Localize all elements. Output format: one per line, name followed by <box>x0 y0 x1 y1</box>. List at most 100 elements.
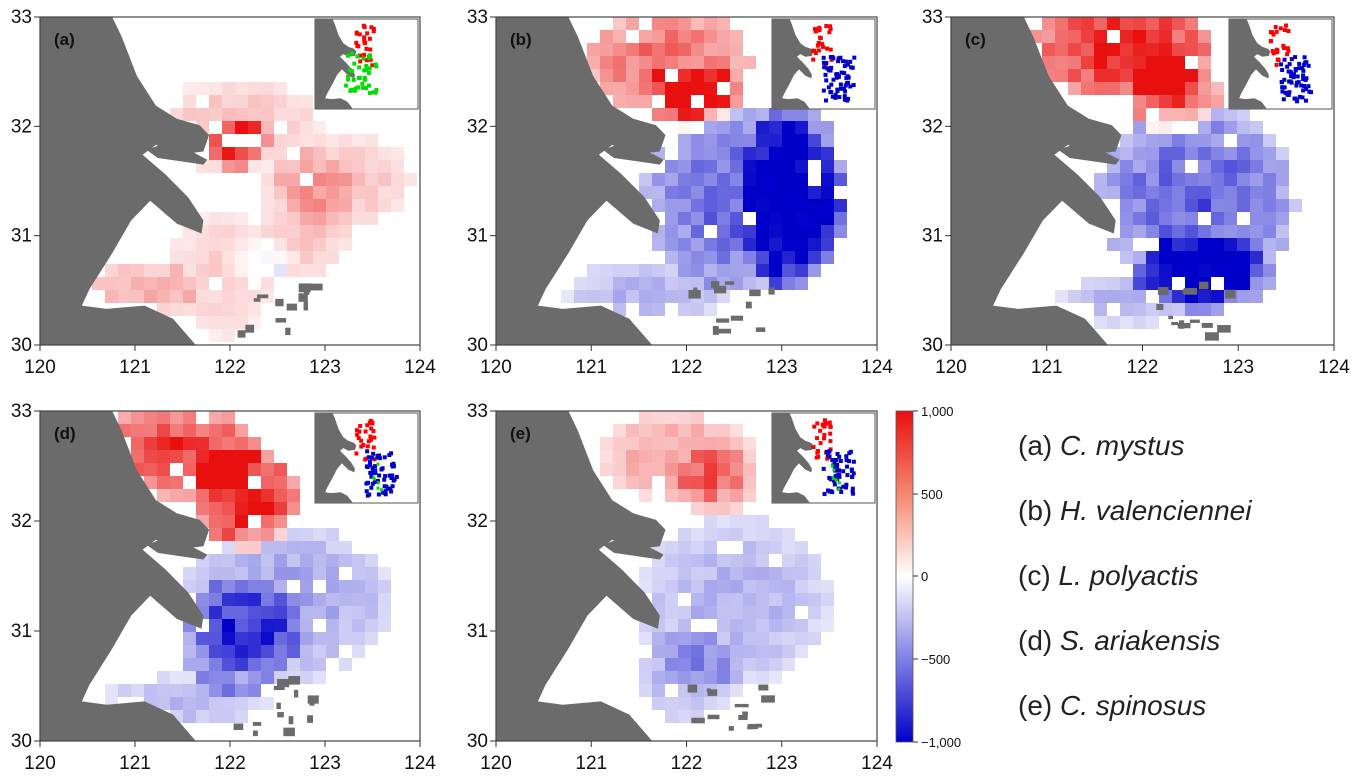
grid-cell <box>639 95 652 108</box>
grid-cell <box>391 147 404 160</box>
grid-cell <box>821 134 834 147</box>
grid-cell <box>1185 264 1198 277</box>
grid-cell <box>274 463 287 476</box>
grid-cell <box>261 476 274 489</box>
grid-cell <box>730 30 743 43</box>
grid-cell <box>1211 173 1224 186</box>
grid-cell <box>1172 43 1185 56</box>
grid-cell <box>743 658 756 671</box>
grid-cell <box>1068 82 1081 95</box>
grid-cell <box>339 173 352 186</box>
grid-cell <box>183 411 196 424</box>
grid-cell <box>730 186 743 199</box>
grid-cell <box>1198 69 1211 82</box>
grid-cell <box>704 671 717 684</box>
grid-cell <box>131 411 144 424</box>
grid-cell <box>1120 316 1133 329</box>
grid-cell <box>1211 225 1224 238</box>
grid-cell <box>730 463 743 476</box>
offshore-island <box>761 695 775 703</box>
grid-cell <box>665 437 678 450</box>
grid-cell <box>326 251 339 264</box>
grid-cell <box>209 303 222 316</box>
grid-cell <box>639 264 652 277</box>
grid-cell <box>678 95 691 108</box>
grid-cell <box>222 502 235 515</box>
grid-cell <box>1172 17 1185 30</box>
grid-cell <box>652 56 665 69</box>
grid-cell <box>274 567 287 580</box>
grid-cell <box>613 303 626 316</box>
grid-cell <box>235 437 248 450</box>
grid-cell <box>157 697 170 710</box>
grid-cell <box>678 424 691 437</box>
grid-cell <box>1185 121 1198 134</box>
grid-cell <box>743 515 756 528</box>
grid-cell <box>756 147 769 160</box>
grid-cell <box>1250 290 1263 303</box>
grid-cell <box>183 580 196 593</box>
grid-cell <box>652 238 665 251</box>
grid-cell <box>339 225 352 238</box>
grid-cell <box>352 567 365 580</box>
grid-cell <box>248 528 261 541</box>
grid-cell <box>1159 251 1172 264</box>
grid-cell <box>261 697 274 710</box>
grid-cell <box>339 199 352 212</box>
grid-cell <box>1094 30 1107 43</box>
grid-cell <box>1133 69 1146 82</box>
grid-cell <box>691 277 704 290</box>
grid-cell <box>704 567 717 580</box>
grid-cell <box>782 606 795 619</box>
grid-cell <box>261 199 274 212</box>
grid-cell <box>613 43 626 56</box>
grid-cell <box>1107 290 1120 303</box>
grid-cell <box>1198 95 1211 108</box>
grid-cell <box>730 173 743 186</box>
y-tick-label: 31 <box>467 621 488 642</box>
grid-cell <box>652 645 665 658</box>
grid-cell <box>287 264 300 277</box>
grid-cell <box>665 290 678 303</box>
grid-cell <box>209 502 222 515</box>
grid-cell <box>1185 212 1198 225</box>
offshore-island <box>716 318 730 323</box>
y-tick-label: 32 <box>11 116 32 137</box>
grid-cell <box>730 121 743 134</box>
grid-cell <box>378 186 391 199</box>
grid-cell <box>313 160 326 173</box>
grid-cell <box>652 17 665 30</box>
grid-cell <box>1159 17 1172 30</box>
grid-cell <box>652 277 665 290</box>
grid-cell <box>769 606 782 619</box>
panel-label: (b) <box>510 30 532 49</box>
grid-cell <box>144 437 157 450</box>
grid-cell <box>222 95 235 108</box>
grid-cell <box>1250 134 1263 147</box>
grid-cell <box>691 580 704 593</box>
grid-cell <box>1263 225 1276 238</box>
grid-cell <box>209 424 222 437</box>
grid-cell <box>808 606 821 619</box>
island <box>146 538 208 560</box>
grid-cell <box>1224 147 1237 160</box>
grid-cell <box>209 515 222 528</box>
offshore-island <box>728 726 734 731</box>
grid-cell <box>1250 277 1263 290</box>
x-tick-label: 120 <box>480 357 512 378</box>
grid-cell <box>287 121 300 134</box>
grid-cell <box>1237 277 1250 290</box>
grid-cell <box>600 290 613 303</box>
grid-cell <box>222 658 235 671</box>
grid-cell <box>1185 173 1198 186</box>
grid-cell <box>704 30 717 43</box>
grid-cell <box>639 684 652 697</box>
grid-cell <box>170 697 183 710</box>
grid-cell <box>821 251 834 264</box>
grid-cell <box>1211 82 1224 95</box>
grid-cell <box>1263 173 1276 186</box>
grid-cell <box>300 528 313 541</box>
offshore-island <box>1225 289 1236 299</box>
grid-cell <box>118 264 131 277</box>
grid-cell <box>704 303 717 316</box>
